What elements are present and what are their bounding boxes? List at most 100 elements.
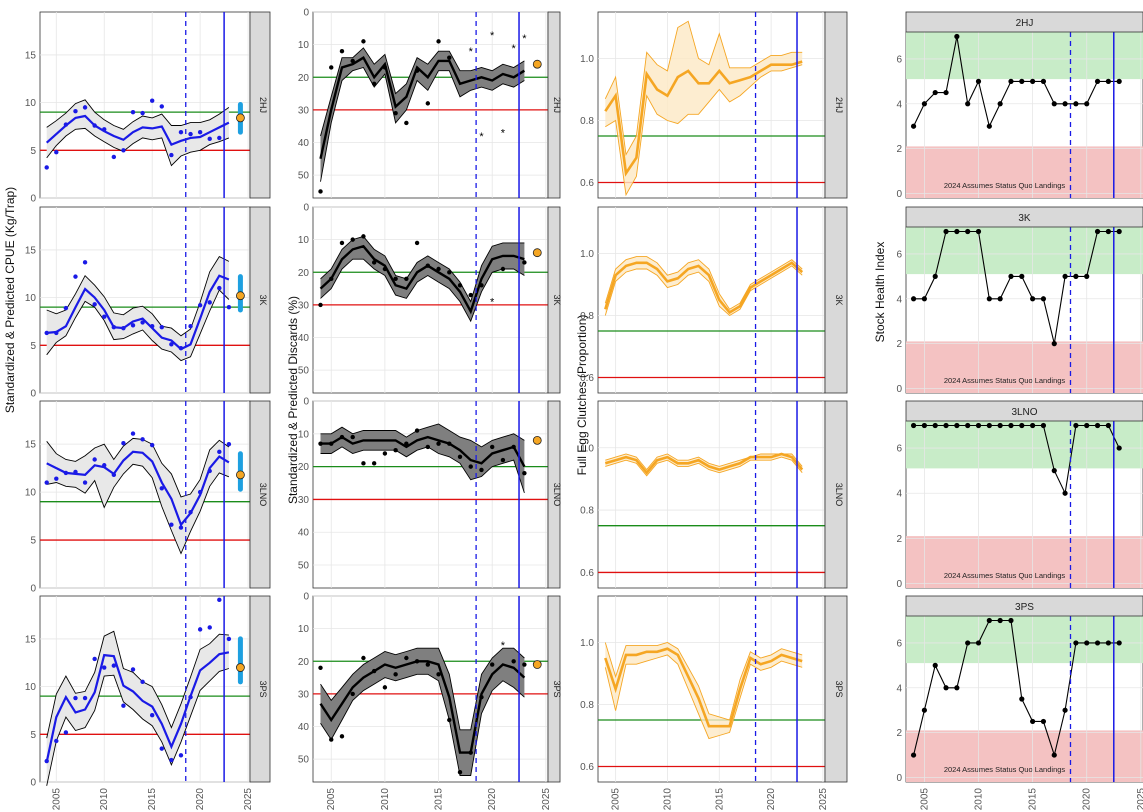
ribbon-upper <box>604 642 803 721</box>
health-point <box>1105 78 1111 84</box>
observed-point <box>178 753 184 758</box>
ribbon-upper <box>604 256 803 310</box>
y-tick-label: 10 <box>25 682 37 693</box>
ribbon-upper <box>320 647 525 731</box>
observed-point <box>371 668 377 674</box>
observed-point <box>73 109 78 114</box>
strip-label: 2HJ <box>1016 18 1034 29</box>
y-tick-label: 0 <box>303 592 309 603</box>
observed-point <box>140 679 145 685</box>
observed-point <box>318 441 323 446</box>
observed-point <box>130 109 136 115</box>
ribbon-lower <box>46 463 230 555</box>
observed-point <box>350 691 355 697</box>
strip-bg <box>249 595 271 783</box>
y-tick-label: 0 <box>303 397 309 408</box>
good-zone <box>906 32 1143 80</box>
health-point <box>1019 273 1025 279</box>
strip-bg <box>249 400 271 589</box>
x-tick-label: 2005 <box>326 788 337 811</box>
y-tick-label: 0.6 <box>580 178 594 189</box>
strip-bg <box>824 400 848 589</box>
health-point <box>921 296 927 302</box>
observed-point <box>207 625 212 630</box>
ribbon-lower <box>320 446 525 494</box>
observed-point <box>329 441 334 446</box>
strip-label: 3PS <box>834 680 844 697</box>
panel-cpue-3ps: 0 5 10 15 3PS 2005 2010 2015 2020 2025 <box>25 595 271 811</box>
health-point <box>1008 78 1014 84</box>
y-tick-label: 50 <box>298 755 310 766</box>
panel-discards-3k: 0 10 20 30 40 50 * 3K <box>298 203 562 394</box>
observed-point <box>318 302 323 308</box>
ribbon-upper <box>46 630 229 739</box>
observed-point <box>371 81 377 86</box>
y-tick-label: 10 <box>25 293 37 304</box>
y-tick-label: 20 <box>298 268 310 279</box>
strip-label: 3LNO <box>834 483 844 507</box>
observed-point <box>188 510 193 515</box>
health-point <box>1040 296 1047 302</box>
health-point <box>1040 718 1047 725</box>
observed-point <box>92 457 97 462</box>
observed-point <box>522 662 527 667</box>
health-point <box>1094 422 1101 429</box>
observed-point <box>447 55 452 60</box>
panel-health-3lno: 2024 Assumes Status Quo Landings 0 2 4 6 3LNO <box>896 400 1143 590</box>
health-point <box>965 422 971 429</box>
y-tick-label: 0 <box>30 389 36 400</box>
observed-point <box>121 703 126 708</box>
ribbon-upper <box>46 256 230 337</box>
y-tick-label: 10 <box>25 98 37 109</box>
health-point <box>1030 78 1036 84</box>
health-point <box>910 752 917 758</box>
observed-point <box>511 659 516 664</box>
x-tick-label: 2010 <box>99 788 110 811</box>
observed-point <box>490 444 495 450</box>
health-point <box>932 89 938 96</box>
panel-bg <box>312 11 549 199</box>
y-tick-label: 4 <box>896 489 902 500</box>
observed-point <box>73 695 78 701</box>
health-point <box>1008 422 1014 429</box>
strip-bg <box>905 595 1143 617</box>
health-point <box>943 685 949 691</box>
observed-point <box>371 461 377 466</box>
observed-point <box>121 325 126 331</box>
y-tick-label: 4 <box>896 99 902 110</box>
prediction-point <box>236 470 245 480</box>
fit-line <box>604 647 803 728</box>
y-tick-label: 40 <box>298 528 310 539</box>
observed-point <box>404 276 409 281</box>
y-tick-label: 2 <box>896 534 902 545</box>
observed-point <box>361 655 366 661</box>
health-point <box>1105 422 1111 429</box>
observed-point <box>404 441 409 446</box>
star-marker: * <box>501 640 506 652</box>
x-tick-label: 2010 <box>662 788 673 811</box>
y-tick-label: 1.0 <box>580 54 594 65</box>
star-marker: * <box>490 30 495 42</box>
x-tick-label: 2010 <box>380 788 391 811</box>
observed-point <box>436 266 441 272</box>
observed-point <box>63 122 69 127</box>
observed-point <box>425 263 431 268</box>
ribbon-lower <box>46 668 230 786</box>
star-marker: * <box>501 128 506 140</box>
observed-point <box>361 234 366 239</box>
y-tick-label: 5 <box>30 146 36 157</box>
y-tick-label: 50 <box>298 366 310 377</box>
observed-point <box>414 240 420 246</box>
health-point <box>1040 78 1047 84</box>
health-point <box>1019 696 1025 702</box>
observed-point <box>63 470 69 476</box>
strip-bg <box>547 595 561 783</box>
y-tick-label: 0.8 <box>580 700 594 711</box>
y-tick-label: 30 <box>298 495 310 506</box>
observed-point <box>111 154 117 160</box>
panel-discards-3lno: 0 10 20 30 40 50 3LNO <box>298 397 562 589</box>
observed-point <box>447 270 452 275</box>
panel-bg <box>39 400 251 589</box>
x-tick-label: 2020 <box>487 788 498 811</box>
y-tick-label: 4 <box>896 294 902 305</box>
